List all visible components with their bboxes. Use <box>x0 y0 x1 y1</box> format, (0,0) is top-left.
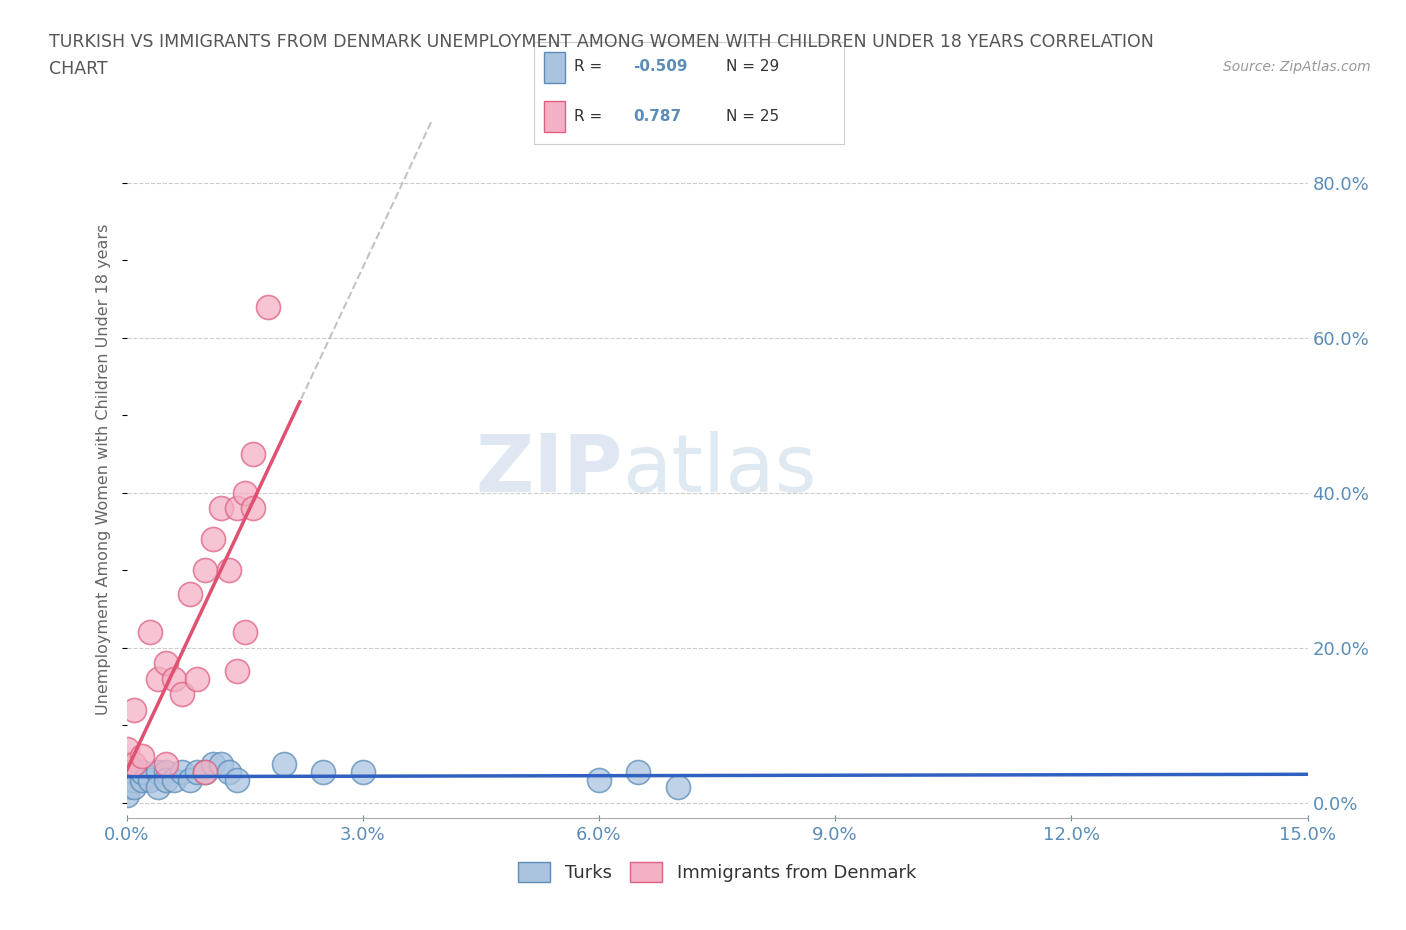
Point <box>115 780 138 795</box>
Point <box>124 772 146 787</box>
Point <box>186 671 208 686</box>
Point <box>163 772 186 787</box>
Point <box>202 757 225 772</box>
Point <box>146 764 169 779</box>
FancyBboxPatch shape <box>544 101 565 132</box>
Point <box>257 299 280 314</box>
FancyBboxPatch shape <box>544 52 565 83</box>
Point <box>139 625 162 640</box>
Point <box>115 788 138 803</box>
Point <box>312 764 335 779</box>
Point <box>124 764 146 779</box>
Point <box>194 764 217 779</box>
Point <box>352 764 374 779</box>
Point <box>131 749 153 764</box>
Point <box>139 772 162 787</box>
Point <box>225 501 247 516</box>
Point <box>179 586 201 601</box>
Y-axis label: Unemployment Among Women with Children Under 18 years: Unemployment Among Women with Children U… <box>96 224 111 715</box>
Point <box>209 757 232 772</box>
Point <box>155 764 177 779</box>
Point <box>131 764 153 779</box>
Point <box>225 772 247 787</box>
Legend: Turks, Immigrants from Denmark: Turks, Immigrants from Denmark <box>510 855 924 890</box>
Point <box>186 764 208 779</box>
Point <box>588 772 610 787</box>
Point <box>218 764 240 779</box>
Point <box>155 772 177 787</box>
Point <box>194 563 217 578</box>
Point <box>155 757 177 772</box>
Text: ZIP: ZIP <box>475 431 623 509</box>
Point <box>666 780 689 795</box>
Point <box>218 563 240 578</box>
Point <box>124 757 146 772</box>
Text: TURKISH VS IMMIGRANTS FROM DENMARK UNEMPLOYMENT AMONG WOMEN WITH CHILDREN UNDER : TURKISH VS IMMIGRANTS FROM DENMARK UNEMP… <box>49 33 1154 50</box>
Point <box>115 757 138 772</box>
Point <box>163 671 186 686</box>
Point <box>115 764 138 779</box>
Point <box>273 757 295 772</box>
Point <box>170 764 193 779</box>
Point <box>233 625 256 640</box>
Point <box>124 780 146 795</box>
Point <box>225 664 247 679</box>
Text: N = 25: N = 25 <box>725 109 779 124</box>
Point <box>209 501 232 516</box>
Point <box>155 656 177 671</box>
Text: Source: ZipAtlas.com: Source: ZipAtlas.com <box>1223 60 1371 74</box>
Text: R =: R = <box>575 60 607 74</box>
Point <box>146 671 169 686</box>
Text: -0.509: -0.509 <box>633 60 688 74</box>
Point <box>233 485 256 500</box>
Point <box>124 702 146 717</box>
Text: 0.787: 0.787 <box>633 109 682 124</box>
Text: atlas: atlas <box>623 431 817 509</box>
Text: N = 29: N = 29 <box>725 60 779 74</box>
Point <box>627 764 650 779</box>
Text: R =: R = <box>575 109 607 124</box>
Point <box>179 772 201 787</box>
Point <box>131 772 153 787</box>
Point <box>146 780 169 795</box>
Point <box>242 501 264 516</box>
Point <box>242 446 264 461</box>
Point <box>202 532 225 547</box>
Point <box>115 772 138 787</box>
Point <box>170 687 193 702</box>
Point <box>115 741 138 756</box>
Text: CHART: CHART <box>49 60 108 78</box>
Point <box>194 764 217 779</box>
